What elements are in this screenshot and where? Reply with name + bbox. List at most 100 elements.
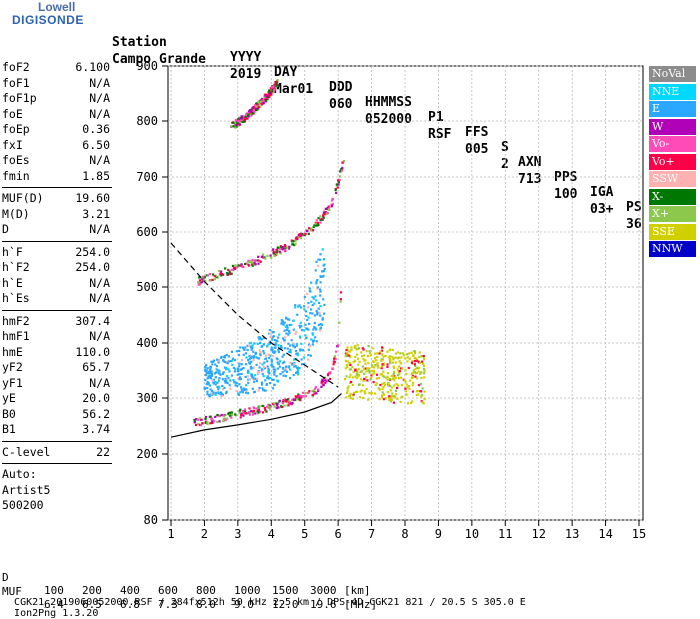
echo-point [349, 380, 353, 384]
echo-point [248, 407, 251, 410]
echo-point [225, 380, 228, 383]
echo-point [226, 381, 229, 385]
echo-point [280, 346, 283, 349]
hdr-axn-label: AXN [518, 155, 542, 170]
echo-point [421, 362, 425, 365]
echo-point [385, 397, 388, 400]
echo-point [251, 344, 254, 347]
echo-point [382, 370, 385, 373]
echo-point [228, 384, 231, 387]
echo-point [264, 99, 268, 102]
echo-point [413, 357, 416, 360]
echo-point [210, 371, 213, 374]
echo-point [260, 103, 263, 106]
echo-point [283, 321, 286, 324]
echo-point [415, 390, 419, 393]
echo-point [251, 258, 254, 262]
echo-point [399, 400, 402, 404]
echo-point [236, 392, 240, 395]
echo-point [361, 347, 364, 350]
footer-file-info: CGK21_2019060052000.RSF / 284fx512h 50 k… [14, 597, 526, 608]
echo-point [275, 357, 278, 360]
param-name: MUF(D) [2, 191, 44, 205]
profile-solid-line [170, 393, 342, 438]
echo-point [346, 360, 349, 363]
echo-point [311, 229, 315, 232]
echo-point [316, 311, 319, 315]
echo-point [232, 366, 235, 369]
echo-point [271, 351, 274, 354]
echo-point [260, 255, 263, 258]
param-value: 1.85 [82, 168, 110, 183]
echo-point [272, 366, 275, 369]
x-tick-label: 14 [598, 527, 612, 541]
echo-point [419, 390, 422, 393]
echo-point [386, 365, 389, 369]
echo-point [204, 369, 207, 373]
echo-point [292, 240, 295, 243]
echo-point [258, 349, 261, 352]
echo-point [290, 323, 293, 327]
echo-point [293, 363, 296, 366]
param-name: B0 [2, 406, 16, 421]
echo-point [231, 363, 234, 366]
echo-point [212, 360, 215, 363]
echo-point [316, 221, 320, 225]
echo-point [324, 381, 327, 384]
echo-point [210, 374, 214, 377]
echo-point [271, 331, 274, 334]
echo-point [349, 396, 352, 400]
echo-point [351, 397, 354, 400]
echo-point [204, 279, 207, 282]
echo-point [295, 396, 298, 399]
echo-point [220, 395, 223, 398]
echo-point [273, 405, 276, 408]
echo-point [251, 262, 254, 266]
echo-point [244, 348, 247, 351]
echo-point [363, 372, 366, 375]
echo-point [310, 300, 313, 303]
echo-point [394, 389, 397, 392]
echo-point [283, 339, 286, 342]
echo-point [199, 418, 203, 421]
echo-point [240, 413, 243, 417]
echo-point [234, 264, 237, 267]
echo-point [206, 377, 209, 380]
echo-point [389, 355, 392, 358]
echo-point [315, 392, 318, 395]
echo-point [311, 332, 314, 335]
echo-point [349, 355, 352, 359]
echo-point [257, 259, 260, 262]
echo-point [274, 251, 277, 254]
echo-point [410, 351, 413, 354]
echo-point [313, 224, 316, 227]
echo-point [240, 115, 243, 118]
hdr-station-value: Campo Grande [112, 52, 206, 67]
echo-point [248, 378, 251, 381]
echo-point [253, 106, 256, 109]
echo-point [246, 378, 250, 381]
echo-point [233, 370, 237, 373]
echo-point [294, 242, 297, 245]
echo-point [315, 280, 318, 283]
echo-point [275, 248, 279, 251]
echo-point [314, 295, 317, 298]
echo-point [317, 323, 320, 327]
echo-point [315, 282, 318, 285]
echo-point [389, 400, 393, 403]
y-tick-label: 80 [144, 513, 158, 527]
param-group-2: MUF(D) 19.60 M(D) 3.21 D N/A [2, 191, 112, 238]
echo-point [335, 191, 338, 195]
hdr-ddd-label: DDD [329, 80, 353, 95]
echo-point [408, 387, 411, 391]
echo-point [244, 412, 247, 415]
echo-point [253, 104, 257, 107]
echo-point [262, 343, 265, 346]
echo-point [209, 365, 212, 369]
echo-point [294, 239, 297, 242]
echo-point [257, 100, 260, 104]
echo-point [246, 375, 249, 378]
echo-point [225, 366, 228, 369]
echo-point [322, 216, 325, 219]
echo-point [252, 366, 255, 369]
